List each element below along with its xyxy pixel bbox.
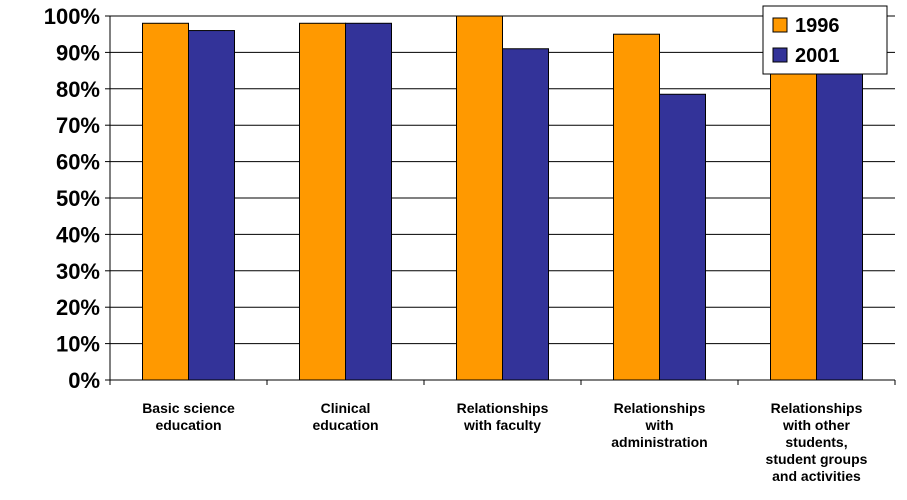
bar-1996-2 bbox=[456, 15, 503, 381]
x-category-label: Relationships with administration bbox=[611, 400, 707, 450]
y-tick-label: 30% bbox=[56, 259, 100, 284]
legend-label-1996: 1996 bbox=[795, 15, 840, 37]
x-category-label: Relationships with other students, student … bbox=[766, 400, 868, 484]
x-category-labels: Basic science education Clinical education R… bbox=[142, 400, 867, 484]
y-tick-label: 60% bbox=[56, 150, 100, 175]
bars bbox=[142, 15, 863, 381]
axes bbox=[109, 16, 896, 385]
y-tick-labels: 0% 10% 20% 30% 40% 50% 60% 70% 80% 90% 100% bbox=[44, 4, 100, 393]
y-tick-label: 80% bbox=[56, 77, 100, 102]
y-tick-label: 70% bbox=[56, 113, 100, 138]
x-category-label: Basic science education bbox=[142, 400, 235, 433]
bar-1996-4 bbox=[770, 15, 817, 381]
bar-1996-3 bbox=[613, 33, 660, 381]
bar-2001-2 bbox=[502, 48, 549, 381]
legend-swatch-1996 bbox=[772, 17, 788, 33]
y-tick-label: 90% bbox=[56, 40, 100, 65]
y-tick-label: 10% bbox=[56, 332, 100, 357]
y-tick-label: 100% bbox=[44, 4, 100, 29]
bar-1996-0 bbox=[142, 22, 189, 381]
legend-swatch-2001 bbox=[772, 47, 788, 63]
x-category-label: Relationships with faculty bbox=[457, 400, 549, 433]
legend-label-2001: 2001 bbox=[795, 45, 840, 67]
bar-2001-1 bbox=[345, 22, 392, 381]
bar-2001-3 bbox=[659, 93, 706, 381]
x-category-label: Clinical education bbox=[312, 400, 378, 433]
y-tick-label: 20% bbox=[56, 295, 100, 320]
legend: 1996 2001 bbox=[762, 5, 888, 75]
y-tick-label: 50% bbox=[56, 186, 100, 211]
y-tick-label: 0% bbox=[68, 368, 100, 393]
y-tick-label: 40% bbox=[56, 222, 100, 247]
bar-1996-1 bbox=[299, 22, 346, 381]
legend-box bbox=[762, 5, 888, 75]
bar-2001-0 bbox=[188, 30, 235, 381]
